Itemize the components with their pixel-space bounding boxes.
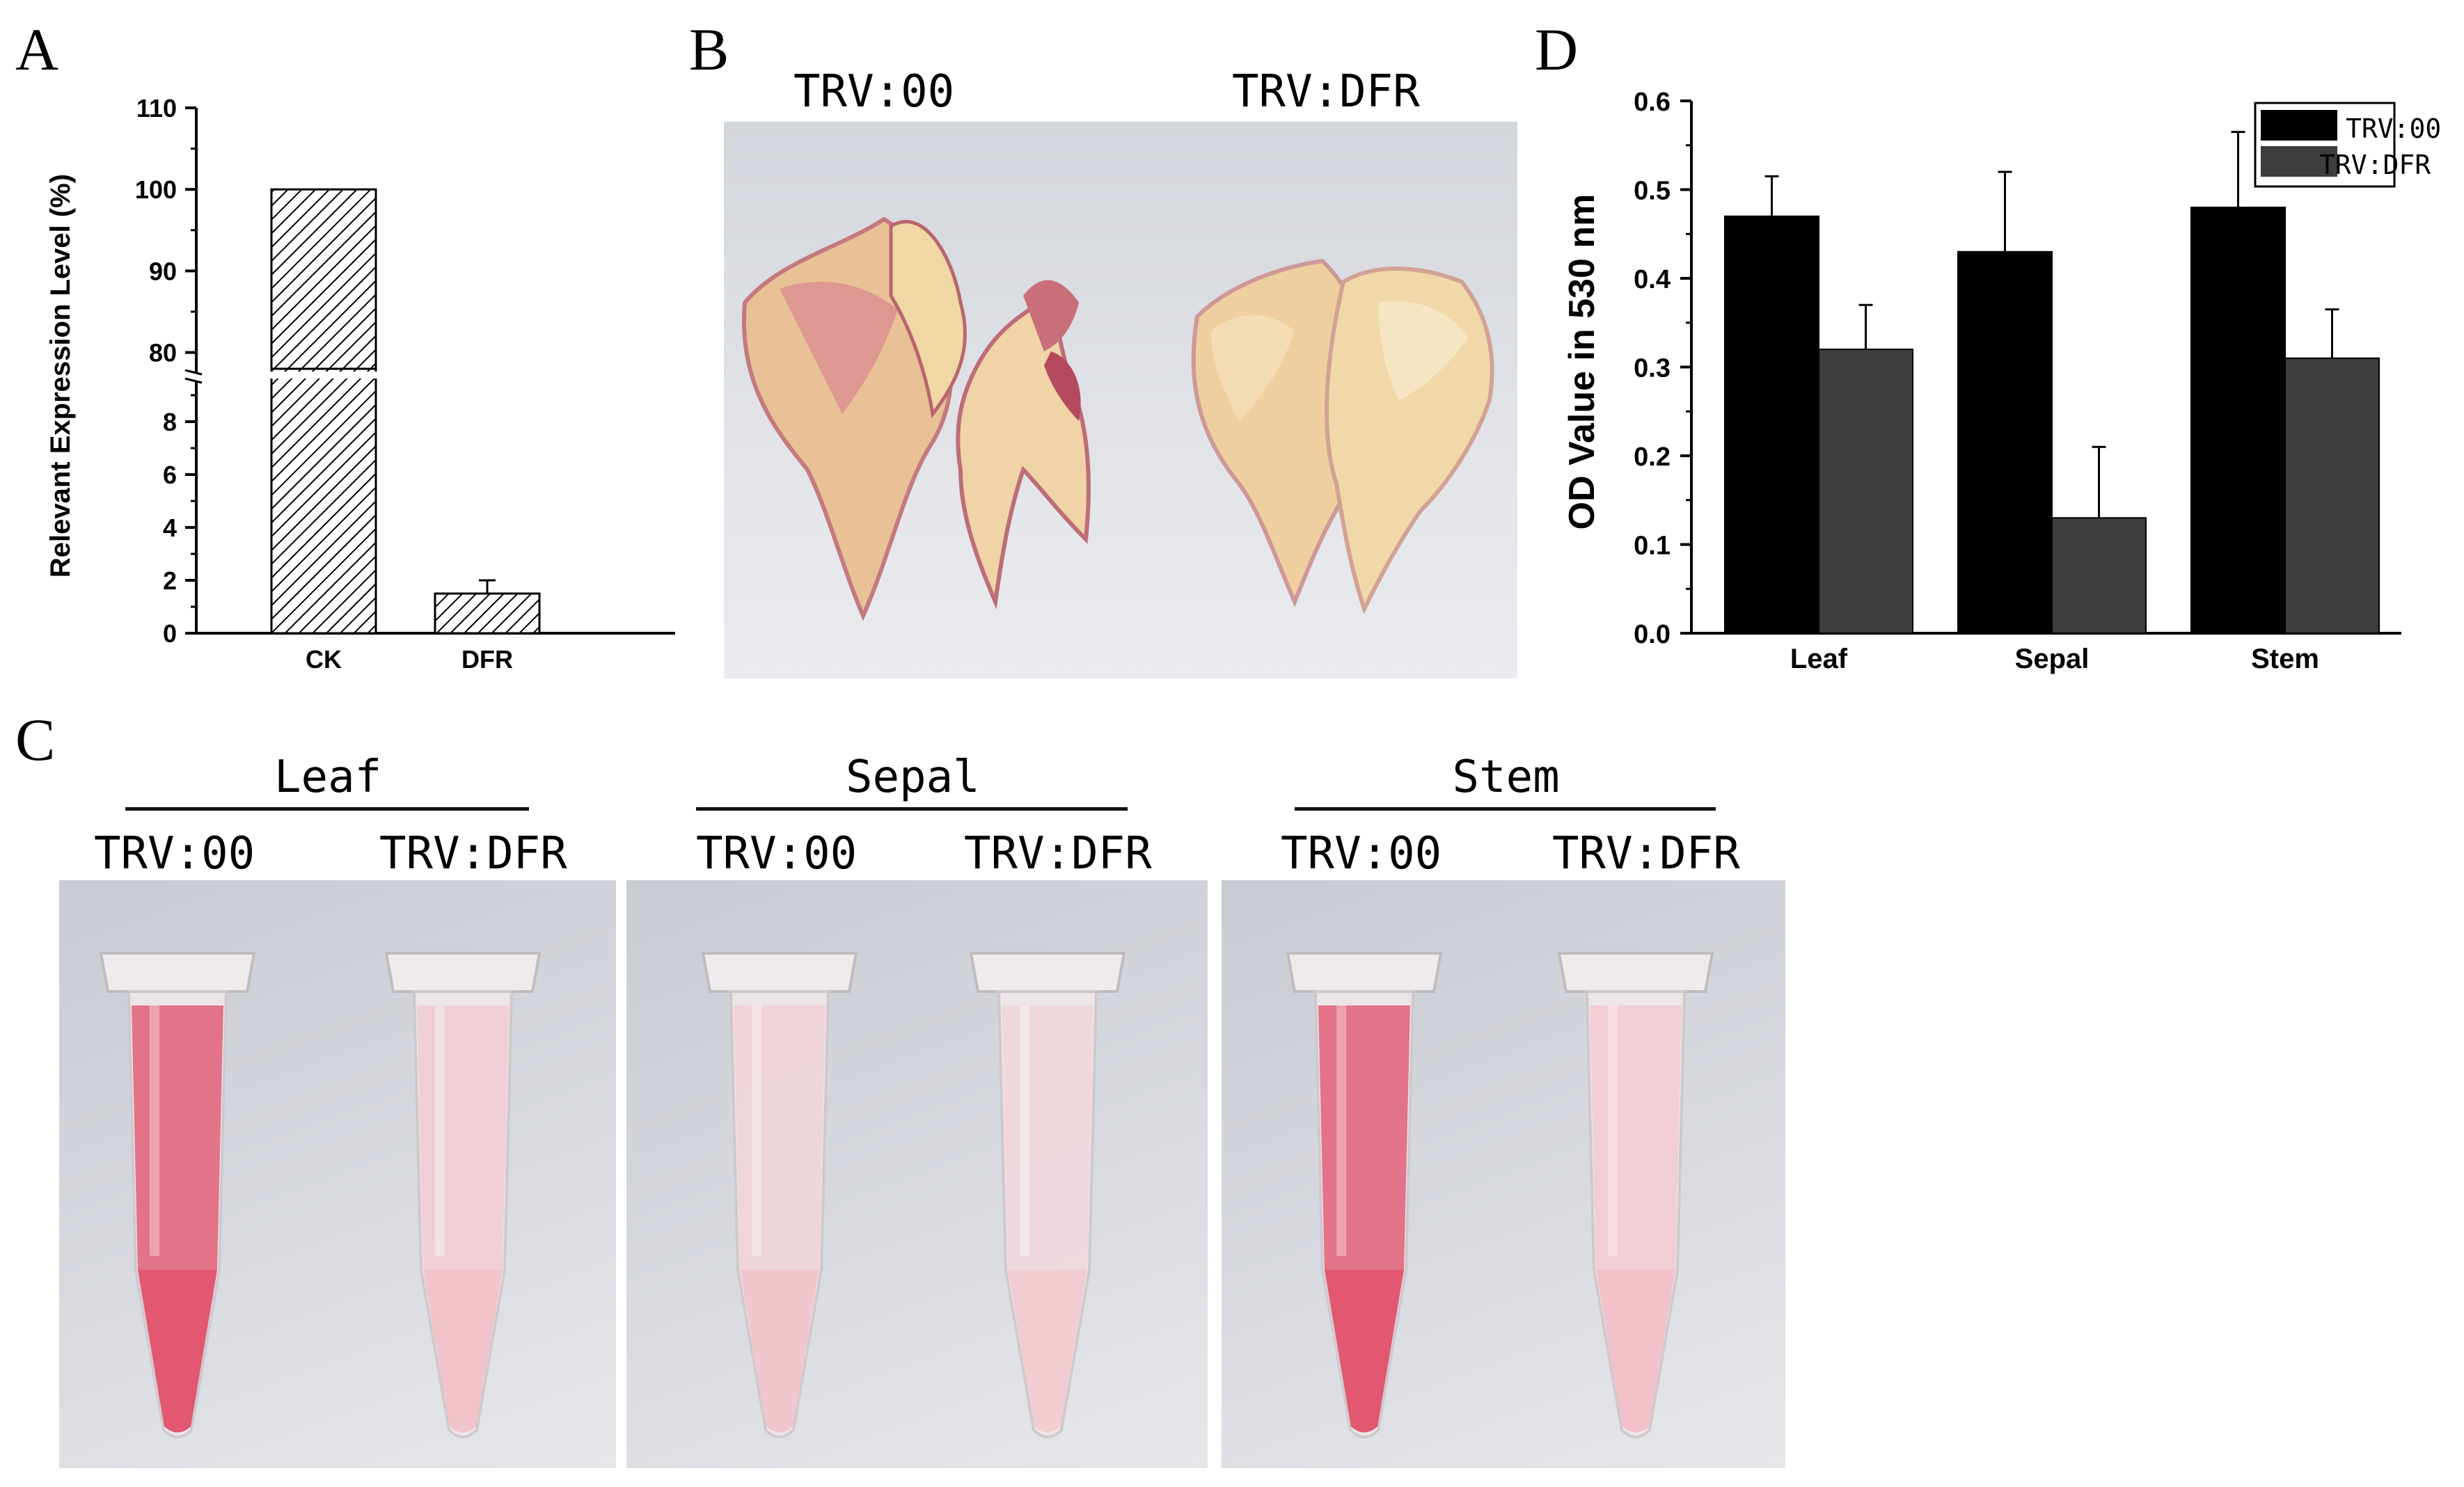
legend-label-trv00: TRV:00 — [2346, 113, 2441, 144]
chart-d-legend: TRV:00 TRV:DFR — [2254, 102, 2441, 188]
tube-liquid-tip — [1008, 1270, 1087, 1433]
chart-a-bar-ck — [270, 367, 377, 635]
tube-trvdfr — [969, 952, 1126, 1438]
tube-highlight — [1336, 1005, 1346, 1256]
chart-a-tick-label: 110 — [136, 94, 177, 122]
panel-c-label-trv00: TRV:00 — [696, 828, 858, 880]
legend-swatch-trvdfr — [2261, 146, 2337, 177]
tube-liquid-tip — [423, 1270, 503, 1433]
chart-a-tick-label: 80 — [149, 339, 177, 367]
tube-trv00 — [99, 952, 256, 1438]
tube-cap — [1286, 952, 1443, 993]
chart-a: 0 2 4 6 8 80 90 100 110 CK DFR Relevant Expression… — [45, 94, 675, 674]
chart-d-tick-label: 0.6 — [1634, 88, 1671, 117]
tube-highlight — [1020, 1005, 1029, 1256]
tube-trvdfr — [1557, 952, 1714, 1438]
tube-illustration — [1286, 952, 1714, 1438]
chart-d: 0.0 0.1 0.2 0.3 0.4 0.5 0.6 Leaf Sepal Stem OD Va… — [1562, 88, 2441, 674]
panel-label-c: C — [15, 706, 56, 773]
tube-trvdfr — [384, 952, 542, 1438]
chart-a-bar-dfr — [434, 592, 541, 635]
legend-swatch-trv00 — [2261, 110, 2337, 141]
legend-label-trvdfr: TRV:DFR — [2319, 150, 2431, 180]
chart-d-category-label: Stem — [2251, 644, 2319, 674]
chart-a-category-label: DFR — [461, 645, 513, 674]
chart-a-break-mark — [184, 377, 203, 384]
tube-liquid — [1002, 1005, 1093, 1433]
chart-a-tick-label: 0 — [163, 619, 177, 648]
petals-trvdfr — [1191, 258, 1494, 614]
tube-liquid-tip — [740, 1270, 819, 1433]
panel-c-photo-leaf — [59, 880, 616, 1468]
panel-c-group-title: Stem — [1452, 752, 1560, 803]
chart-d-ylabel: OD Value in 530 nm — [1562, 194, 1602, 530]
panel-b-label-right: TRV:DFR — [1232, 66, 1420, 118]
tube-cap — [969, 952, 1126, 993]
panel-c-group-title: Sepal — [846, 752, 980, 803]
chart-d-bar-stem-trvdfr — [2284, 357, 2380, 634]
panel-label-b: B — [689, 16, 729, 83]
panel-b-photo — [724, 122, 1517, 678]
tube-liquid-tip — [1596, 1270, 1675, 1433]
panel-label-d: D — [1535, 16, 1579, 83]
chart-a-tick-label: 2 — [163, 566, 177, 595]
tube-cap — [701, 952, 858, 993]
tube-liquid-tip — [1325, 1270, 1404, 1433]
tube-illustration — [99, 952, 542, 1438]
petal-illustration — [741, 216, 1494, 621]
chart-d-category-label: Leaf — [1790, 644, 1848, 674]
panel-c-group-rule — [696, 807, 1128, 811]
tube-body — [997, 990, 1098, 1438]
chart-d-tick-label: 0.5 — [1634, 177, 1671, 206]
panel-c-label-trvdfr: TRV:DFR — [1552, 828, 1740, 880]
panel-c-label-trvdfr: TRV:DFR — [379, 828, 567, 880]
tube-cap — [99, 952, 256, 993]
panel-c-group-rule — [125, 807, 529, 811]
chart-d-bar-sepal-trv00 — [1957, 251, 2053, 634]
panel-c-photo-stem — [1222, 880, 1785, 1468]
panel-c-label-trv00: TRV:00 — [1281, 828, 1442, 880]
chart-d-tick-label: 0.3 — [1634, 354, 1671, 383]
tube-highlight — [1608, 1005, 1618, 1256]
chart-d-bar-sepal-trvdfr — [2051, 517, 2147, 634]
chart-d-tick-label: 0.0 — [1634, 620, 1671, 649]
tube-highlight — [752, 1005, 761, 1256]
tube-liquid-tip — [138, 1270, 217, 1433]
chart-a-break-mark — [184, 369, 203, 376]
tube-highlight — [435, 1005, 445, 1256]
tube-illustration — [701, 952, 1126, 1438]
panel-c-label-trv00: TRV:00 — [94, 828, 255, 880]
chart-a-tick-label: 4 — [163, 514, 177, 542]
tube-trv00 — [701, 952, 858, 1438]
chart-d-tick-label: 0.4 — [1634, 265, 1671, 294]
chart-a-tick-label: 6 — [163, 461, 177, 489]
tube-cap — [384, 952, 542, 993]
chart-d-category-label: Sepal — [2015, 644, 2090, 674]
chart-a-tick-label: 100 — [135, 175, 177, 204]
panel-c-group-rule — [1295, 807, 1716, 811]
chart-a-tick-label: 90 — [149, 257, 177, 285]
tube-highlight — [150, 1005, 159, 1256]
chart-d-tick-label: 0.2 — [1634, 443, 1671, 472]
chart-d-bar-stem-trv00 — [2190, 207, 2286, 634]
chart-a-bar-ck-upper — [270, 188, 377, 370]
chart-a-tick-label: 8 — [163, 408, 177, 436]
panel-c-group-title: Leaf — [274, 752, 382, 803]
panel-b-label-left: TRV:00 — [793, 66, 955, 118]
petals-trv00 — [741, 216, 1091, 621]
panel-c-label-trvdfr: TRV:DFR — [964, 828, 1152, 880]
chart-a-ylabel: Relevant Expression Level (%) — [45, 174, 76, 578]
tube-cap — [1557, 952, 1714, 993]
chart-d-bar-leaf-trv00 — [1724, 215, 1819, 634]
panel-c-photo-sepal — [626, 880, 1208, 1468]
panel-label-a: A — [15, 16, 59, 83]
chart-d-tick-label: 0.1 — [1634, 532, 1671, 561]
chart-d-bar-leaf-trvdfr — [1818, 349, 1913, 634]
chart-a-category-label: CK — [306, 645, 342, 674]
tube-trv00 — [1286, 952, 1443, 1438]
